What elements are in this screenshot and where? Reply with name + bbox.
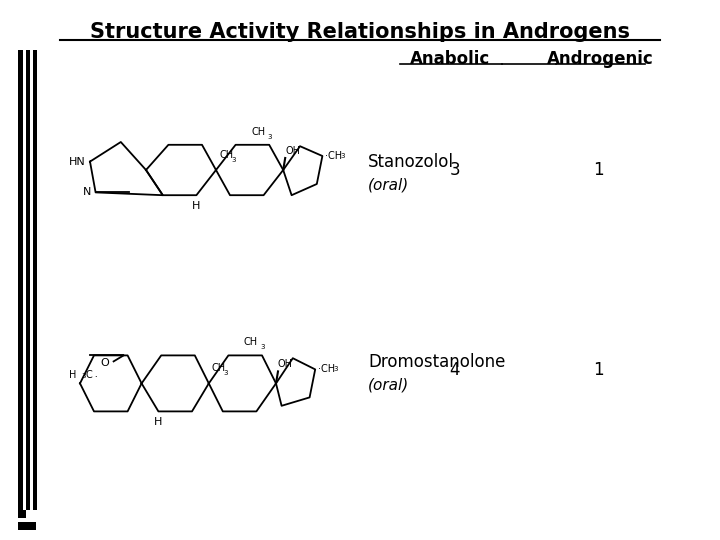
Text: OH: OH: [278, 360, 293, 369]
Text: H: H: [192, 201, 201, 211]
Text: 3: 3: [81, 373, 86, 380]
Text: 1: 1: [593, 361, 603, 379]
Text: 3: 3: [341, 153, 345, 159]
Text: CH: CH: [212, 363, 226, 373]
Text: CH: CH: [244, 338, 258, 347]
Text: (oral): (oral): [368, 377, 409, 393]
Text: 3: 3: [267, 134, 271, 140]
Text: Androgenic: Androgenic: [546, 50, 653, 68]
Text: CH: CH: [251, 127, 265, 137]
Text: C: C: [86, 370, 93, 380]
Text: O: O: [101, 359, 109, 368]
Text: H: H: [154, 417, 163, 427]
Text: OH: OH: [285, 146, 300, 156]
Bar: [26, 50, 30, 510]
Text: 3: 3: [333, 367, 338, 373]
Text: ·: ·: [91, 373, 98, 382]
Text: ·CH: ·CH: [318, 364, 336, 374]
Bar: [18, 510, 26, 518]
Bar: [33, 50, 37, 510]
Text: (oral): (oral): [368, 178, 409, 192]
Text: ·CH: ·CH: [325, 151, 343, 161]
Text: 3: 3: [231, 157, 235, 163]
Text: N: N: [84, 187, 91, 198]
Text: 3: 3: [260, 345, 264, 350]
Bar: [18, 50, 23, 510]
Text: CH: CH: [219, 150, 233, 160]
Text: Stanozolol: Stanozolol: [368, 153, 454, 171]
Text: HN: HN: [69, 157, 86, 167]
Text: 3: 3: [450, 161, 460, 179]
Text: H: H: [68, 370, 76, 380]
Text: 1: 1: [593, 161, 603, 179]
Text: Dromostanolone: Dromostanolone: [368, 353, 505, 371]
Text: Structure Activity Relationships in Androgens: Structure Activity Relationships in Andr…: [90, 22, 630, 42]
Bar: [18, 522, 36, 530]
Text: 4: 4: [450, 361, 460, 379]
Text: Anabolic: Anabolic: [410, 50, 490, 68]
Text: 3: 3: [224, 370, 228, 376]
